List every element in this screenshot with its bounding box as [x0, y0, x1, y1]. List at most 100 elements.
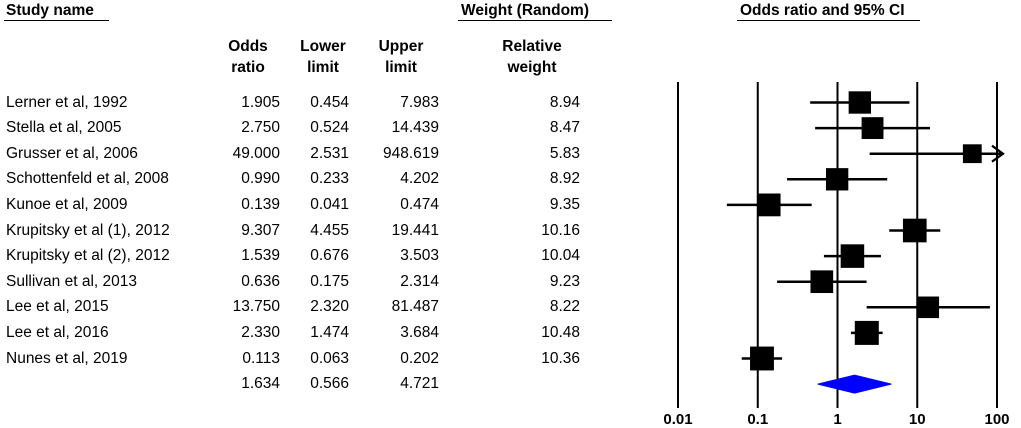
point-estimate — [810, 270, 834, 294]
odds-ratio-value: 0.139 — [241, 195, 280, 213]
relative-weight-value: 10.36 — [541, 349, 580, 367]
weight-group-underline — [458, 20, 612, 21]
lower-limit-value: 2.320 — [310, 298, 349, 316]
upper-limit-value: 19.441 — [391, 221, 439, 239]
lower-limit-value: 0.233 — [310, 170, 349, 188]
lower-limit-value: 0.063 — [310, 349, 349, 367]
point-estimate — [848, 91, 871, 114]
upper-limit-value: 3.684 — [400, 323, 439, 341]
study-name: Kunoe et al, 2009 — [6, 195, 128, 213]
upper-limit-value: 81.487 — [391, 298, 439, 316]
point-estimate — [917, 296, 940, 319]
upper-limit-value: 4.202 — [400, 170, 439, 188]
relative-weight-value: 10.04 — [541, 247, 580, 265]
study-name: Lee et al, 2015 — [6, 298, 109, 316]
upper-limit-value: 948.619 — [382, 144, 439, 162]
relative-weight-value: 8.94 — [549, 93, 580, 111]
x-tick-label: 0.1 — [747, 411, 768, 428]
lower-limit-value: 2.531 — [310, 144, 349, 162]
weight-group-header: Weight (Random) — [461, 2, 590, 19]
x-tick-label: 0.01 — [663, 411, 692, 428]
study-name: Grusser et al, 2006 — [6, 144, 138, 162]
study-name-underline — [4, 20, 109, 21]
study-name-header: Study name — [6, 2, 94, 19]
study-name: Krupitsky et al (2), 2012 — [6, 247, 170, 265]
upper-limit-header-line1: Upper — [378, 38, 424, 55]
odds-ratio-value: 0.990 — [241, 170, 280, 188]
study-name: Schottenfeld et al, 2008 — [6, 170, 169, 188]
point-estimate — [750, 346, 774, 371]
odds-ratio-value: 2.750 — [241, 119, 280, 137]
lower-limit-header: Lower limit — [283, 36, 363, 78]
odds-ratio-value: 0.636 — [241, 272, 280, 290]
upper-limit-value: 2.314 — [400, 272, 439, 290]
table-row: Krupitsky et al (1), 2012 9.307 4.455 19.44… — [0, 218, 640, 244]
x-tick-label: 100 — [984, 411, 1009, 428]
relative-weight-value: 8.22 — [549, 298, 580, 316]
table-row: Kunoe et al, 2009 0.139 0.041 0.474 9.35 — [0, 192, 640, 218]
table-row: Schottenfeld et al, 2008 0.990 0.233 4.202 8… — [0, 166, 640, 192]
point-estimate — [825, 168, 849, 191]
upper-limit-value: 3.503 — [400, 247, 439, 265]
odds-ratio-header-line2: ratio — [231, 59, 265, 76]
odds-ratio-header-line1: Odds — [228, 38, 268, 55]
table-row: Lerner et al, 1992 1.905 0.454 7.983 8.94 — [0, 90, 640, 116]
lower-limit-value: 1.474 — [310, 323, 349, 341]
relative-weight-header: Relative weight — [492, 36, 572, 78]
upper-limit-value: 4.721 — [400, 375, 439, 393]
upper-limit-value: 14.439 — [391, 119, 439, 137]
point-estimate — [757, 193, 781, 217]
study-name: Stella et al, 2005 — [6, 119, 122, 137]
point-estimate — [854, 320, 879, 345]
table-row: Nunes et al, 2019 0.113 0.063 0.202 10.36 — [0, 346, 640, 372]
ci-arrow — [991, 144, 1005, 163]
plot-title-underline — [737, 20, 920, 21]
lower-limit-value: 4.455 — [310, 221, 349, 239]
table-row: Lee et al, 2015 13.750 2.320 81.487 8.22 — [0, 294, 640, 320]
table-row: Lee et al, 2016 2.330 1.474 3.684 10.48 — [0, 320, 640, 346]
lower-limit-header-line1: Lower — [300, 38, 346, 55]
relative-weight-value: 10.16 — [541, 221, 580, 239]
odds-ratio-value: 9.307 — [241, 221, 280, 239]
x-tick-label: 10 — [909, 411, 926, 428]
relative-weight-value: 5.83 — [549, 144, 580, 162]
lower-limit-header-line2: limit — [307, 59, 339, 76]
point-estimate — [902, 218, 927, 243]
plot-title: Odds ratio and 95% CI — [740, 2, 905, 19]
odds-ratio-value: 1.634 — [241, 375, 280, 393]
lower-limit-value: 0.524 — [310, 119, 349, 137]
lower-limit-value: 0.041 — [310, 195, 349, 213]
relative-weight-header-line2: weight — [507, 59, 557, 76]
point-estimate — [861, 117, 884, 140]
relative-weight-value: 9.23 — [549, 272, 580, 290]
odds-ratio-value: 0.113 — [242, 349, 280, 367]
table-row: Stella et al, 2005 2.750 0.524 14.439 8.47 — [0, 115, 640, 141]
relative-weight-value: 8.92 — [549, 170, 580, 188]
summary-row: 1.634 0.566 4.721 — [0, 371, 640, 397]
odds-ratio-value: 2.330 — [241, 323, 280, 341]
point-estimate — [840, 244, 865, 268]
upper-limit-header-line2: limit — [385, 59, 417, 76]
lower-limit-value: 0.175 — [310, 272, 349, 290]
study-name: Sullivan et al, 2013 — [6, 272, 137, 290]
relative-weight-value: 9.35 — [549, 195, 580, 213]
odds-ratio-header: Odds ratio — [208, 36, 288, 78]
study-name: Lerner et al, 1992 — [6, 93, 128, 111]
upper-limit-value: 0.474 — [400, 195, 439, 213]
lower-limit-value: 0.676 — [310, 247, 349, 265]
table-row: Grusser et al, 2006 49.000 2.531 948.619 5.8… — [0, 141, 640, 167]
study-name: Nunes et al, 2019 — [6, 349, 128, 367]
study-name: Lee et al, 2016 — [6, 323, 109, 341]
upper-limit-value: 7.983 — [400, 93, 439, 111]
upper-limit-value: 0.202 — [400, 349, 439, 367]
study-name: Krupitsky et al (1), 2012 — [6, 221, 170, 239]
table-row: Sullivan et al, 2013 0.636 0.175 2.314 9.23 — [0, 269, 640, 295]
relative-weight-value: 10.48 — [541, 323, 580, 341]
relative-weight-header-line1: Relative — [502, 38, 562, 55]
upper-limit-header: Upper limit — [361, 36, 441, 78]
odds-ratio-value: 13.750 — [232, 298, 280, 316]
summary-diamond — [817, 374, 892, 394]
lower-limit-value: 0.454 — [310, 93, 349, 111]
point-estimate — [962, 144, 982, 164]
